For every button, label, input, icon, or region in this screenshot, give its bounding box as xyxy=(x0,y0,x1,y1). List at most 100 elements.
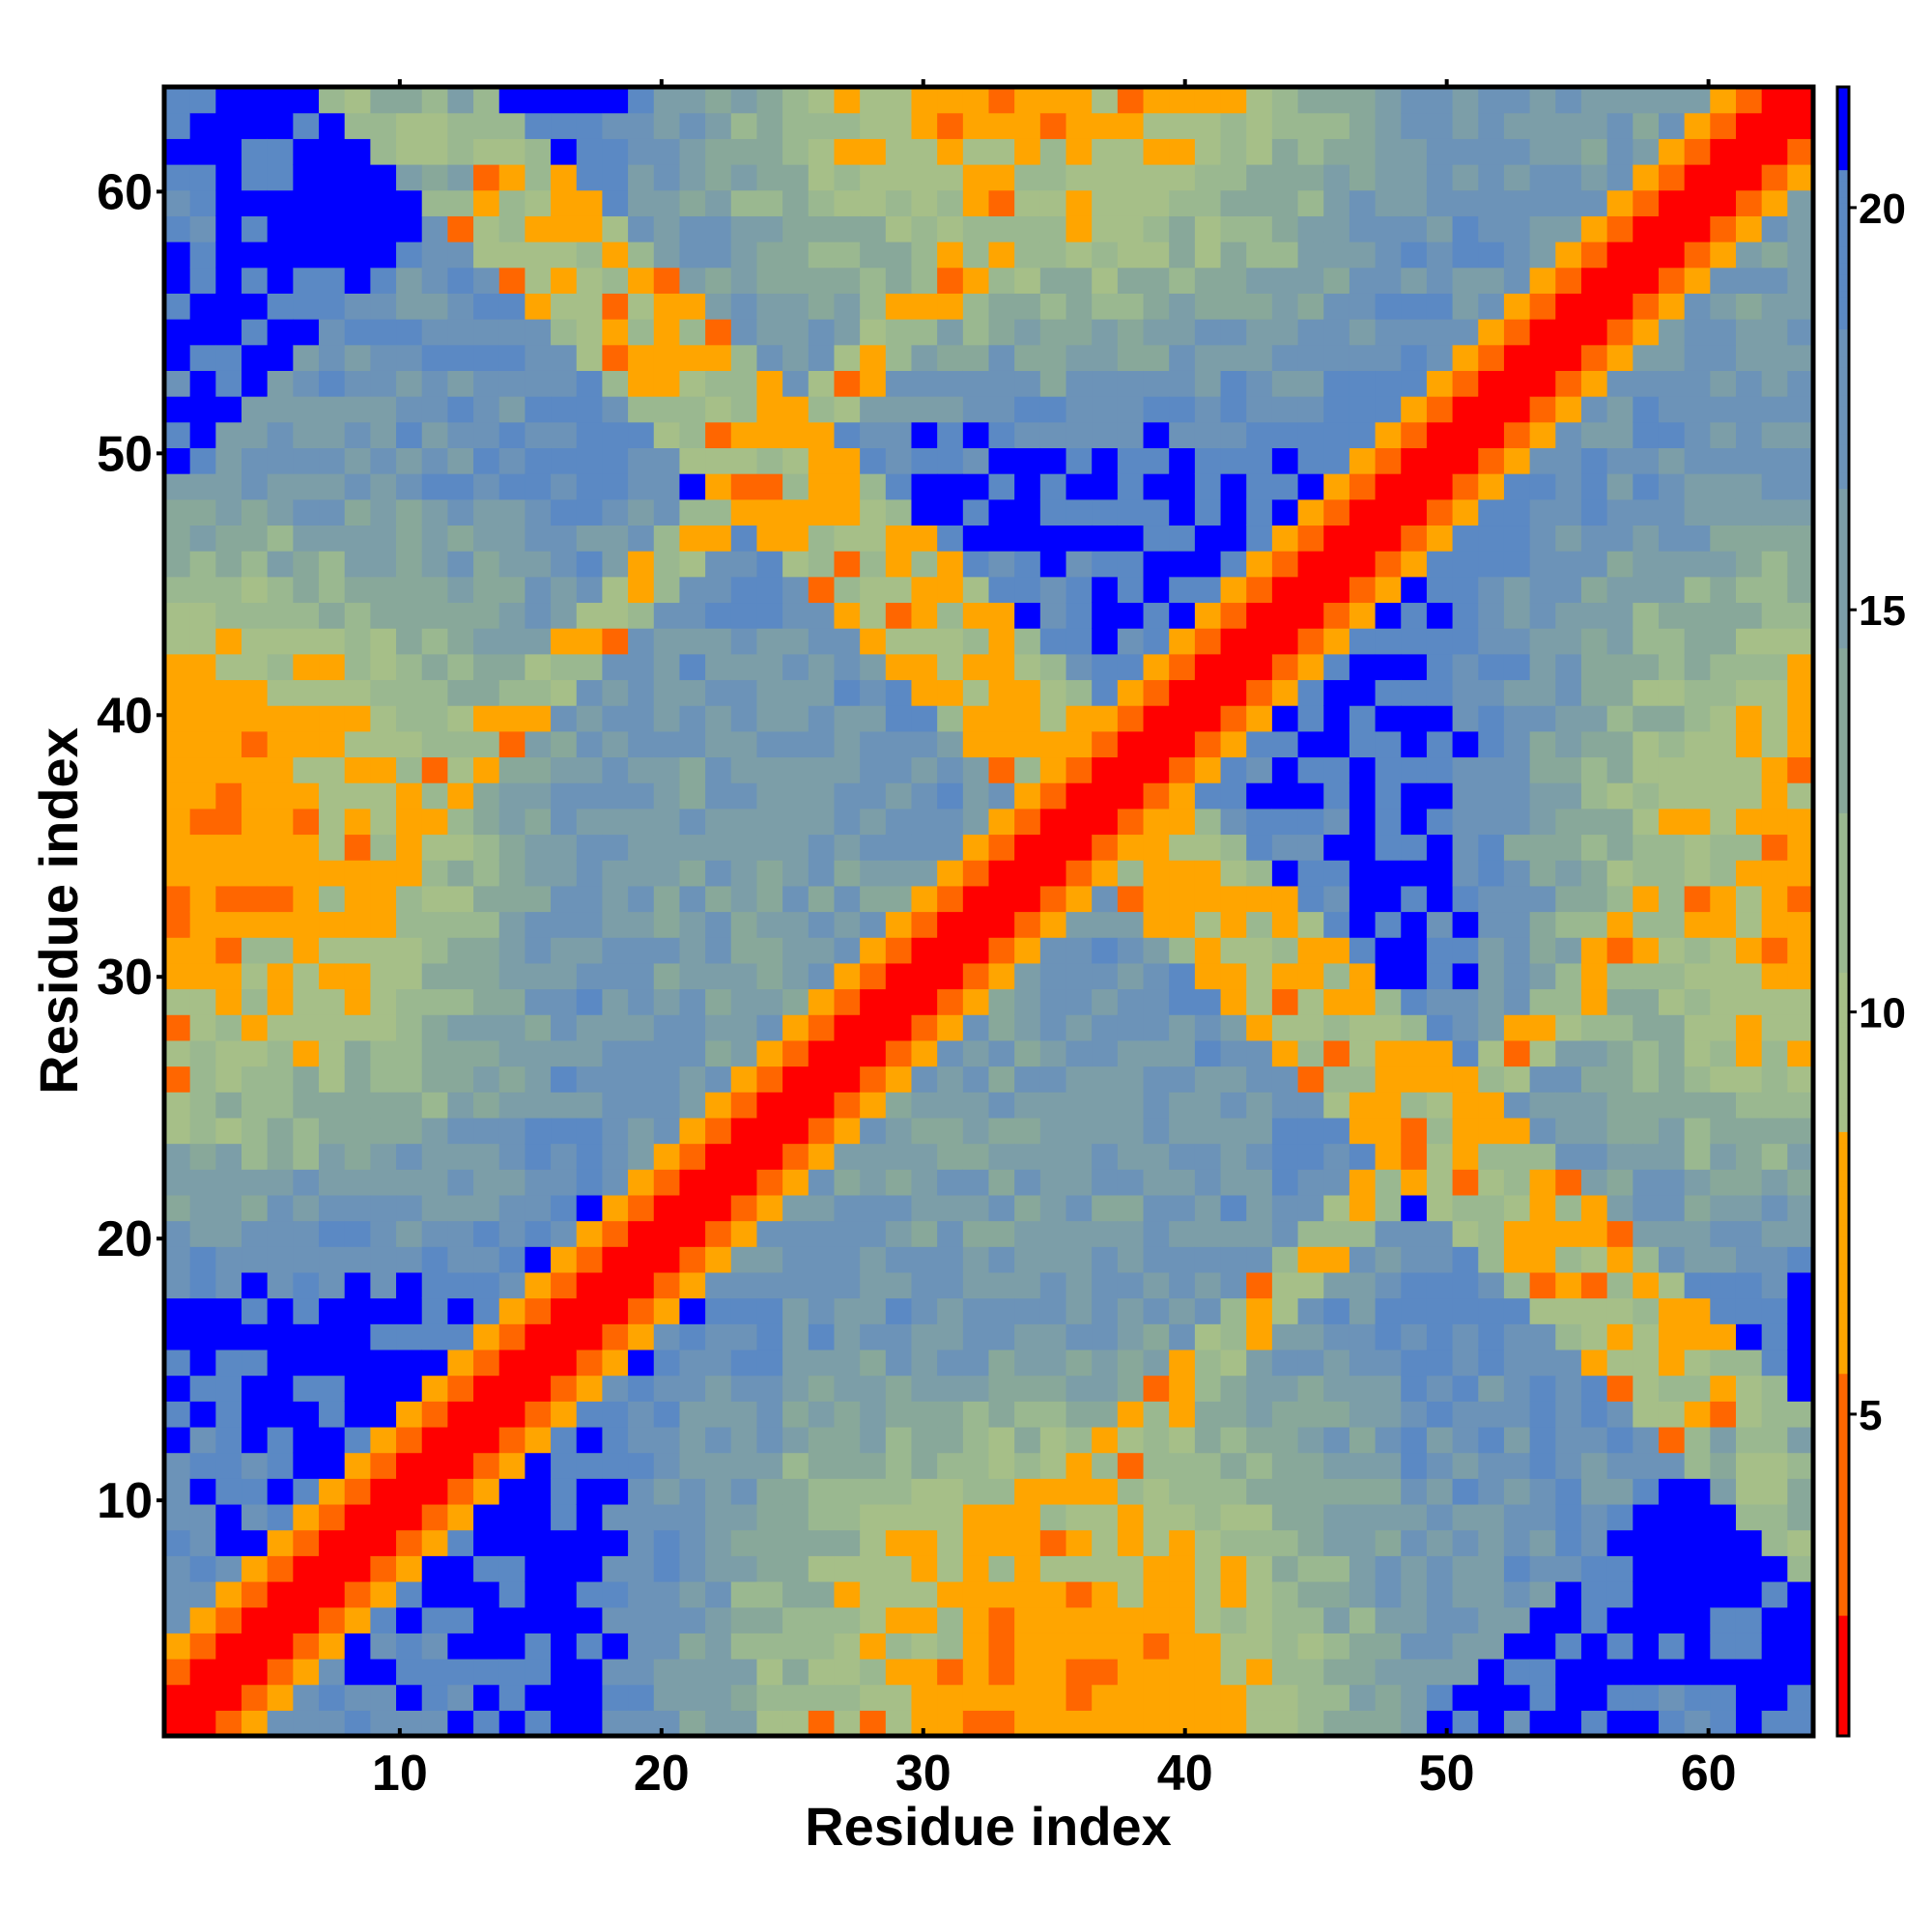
heatmap-cell xyxy=(730,1658,758,1686)
heatmap-cell xyxy=(1271,1555,1299,1582)
heatmap-cell xyxy=(1580,1065,1608,1093)
heatmap-cell xyxy=(1349,782,1377,810)
heatmap-cell xyxy=(602,628,629,655)
heatmap-cell xyxy=(988,1065,1015,1093)
heatmap-cell xyxy=(1710,267,1737,294)
heatmap-cell xyxy=(1065,189,1093,216)
heatmap-cell xyxy=(1606,1555,1634,1582)
heatmap-cell xyxy=(1323,808,1350,836)
heatmap-cell xyxy=(1169,834,1196,861)
heatmap-cell xyxy=(1323,1658,1350,1686)
colorbar-segment xyxy=(1837,631,1849,638)
heatmap-cell xyxy=(498,370,526,397)
heatmap-cell xyxy=(1271,189,1299,216)
heatmap-cell xyxy=(1271,344,1299,371)
heatmap-cell xyxy=(1710,1065,1737,1093)
heatmap-cell xyxy=(1323,344,1350,371)
heatmap-cell xyxy=(551,911,578,938)
heatmap-cell xyxy=(756,911,783,938)
heatmap-cell xyxy=(396,834,423,861)
heatmap-cell xyxy=(1065,1633,1093,1660)
heatmap-cell xyxy=(1039,293,1067,320)
heatmap-cell xyxy=(1014,911,1041,938)
heatmap-cell xyxy=(962,344,990,371)
heatmap-cell xyxy=(1735,653,1763,681)
heatmap-cell xyxy=(756,1117,783,1145)
heatmap-cell xyxy=(1039,1220,1067,1247)
colorbar-segment xyxy=(1837,515,1849,523)
heatmap-cell xyxy=(1452,937,1479,964)
y-tick-label: 50 xyxy=(97,426,153,482)
heatmap-cell xyxy=(1401,860,1428,887)
heatmap-cell xyxy=(370,138,397,165)
heatmap-cell xyxy=(808,421,836,448)
heatmap-cell xyxy=(396,1220,423,1247)
heatmap-cell xyxy=(756,138,783,165)
heatmap-cell xyxy=(164,370,191,397)
heatmap-cell xyxy=(319,860,346,887)
colorbar-segment xyxy=(1837,1203,1849,1209)
heatmap-cell xyxy=(756,1426,783,1454)
colorbar-segment xyxy=(1837,1263,1849,1270)
heatmap-cell xyxy=(1452,1169,1479,1196)
heatmap-cell xyxy=(242,138,269,165)
heatmap-cell xyxy=(834,1194,861,1222)
heatmap-cell xyxy=(1580,1580,1608,1608)
heatmap-cell xyxy=(653,1401,681,1428)
heatmap-cell xyxy=(756,1246,783,1273)
heatmap-cell xyxy=(1761,498,1788,526)
heatmap-cell xyxy=(1117,602,1145,629)
colorbar-segment xyxy=(1837,1060,1849,1066)
heatmap-cell xyxy=(1426,1014,1454,1041)
heatmap-cell xyxy=(1633,911,1660,938)
colorbar-segment xyxy=(1837,406,1849,412)
heatmap-cell xyxy=(1220,344,1247,371)
heatmap-cell xyxy=(1555,1194,1582,1222)
heatmap-cell xyxy=(267,215,294,242)
heatmap-cell xyxy=(267,1323,294,1350)
colorbar-segment xyxy=(1837,862,1849,868)
heatmap-cell xyxy=(1194,1401,1222,1428)
heatmap-cell xyxy=(215,1169,242,1196)
heatmap-cell xyxy=(808,1271,836,1299)
heatmap-cell xyxy=(242,808,269,836)
heatmap-cell xyxy=(1117,705,1145,732)
heatmap-cell xyxy=(653,242,681,269)
heatmap-cell xyxy=(1761,319,1788,346)
heatmap-cell xyxy=(1039,215,1067,242)
heatmap-cell xyxy=(267,1375,294,1402)
heatmap-cell xyxy=(1658,189,1686,216)
heatmap-cell xyxy=(1246,1065,1273,1093)
heatmap-cell xyxy=(1633,1039,1660,1067)
heatmap-cell xyxy=(834,551,861,578)
heatmap-cell xyxy=(164,1633,191,1660)
heatmap-cell xyxy=(1735,1271,1763,1299)
heatmap-cell xyxy=(1092,885,1119,913)
heatmap-cell xyxy=(1761,1014,1788,1041)
colorbar-segment xyxy=(1837,1636,1849,1644)
heatmap-cell xyxy=(1271,988,1299,1015)
heatmap-cell xyxy=(628,138,655,165)
heatmap-cell xyxy=(1297,370,1324,397)
heatmap-cell xyxy=(293,1065,320,1093)
heatmap-cell xyxy=(551,1426,578,1454)
heatmap-cell xyxy=(164,730,191,758)
heatmap-cell xyxy=(189,1039,216,1067)
heatmap-cell xyxy=(267,1401,294,1428)
heatmap-cell xyxy=(525,344,552,371)
heatmap-cell xyxy=(988,1580,1015,1608)
heatmap-cell xyxy=(164,189,191,216)
heatmap-cell xyxy=(1761,1606,1788,1634)
heatmap-cell xyxy=(498,498,526,526)
heatmap-cell xyxy=(267,962,294,990)
colorbar-segment xyxy=(1837,1093,1849,1099)
heatmap-cell xyxy=(1787,679,1814,706)
heatmap-cell xyxy=(1478,576,1505,604)
heatmap-cell xyxy=(1375,705,1402,732)
colorbar-segment xyxy=(1837,779,1849,786)
heatmap-cell xyxy=(551,1606,578,1634)
heatmap-cell xyxy=(1787,937,1814,964)
heatmap-cell xyxy=(988,138,1015,165)
heatmap-cell xyxy=(1375,756,1402,783)
heatmap-cell xyxy=(576,808,604,836)
